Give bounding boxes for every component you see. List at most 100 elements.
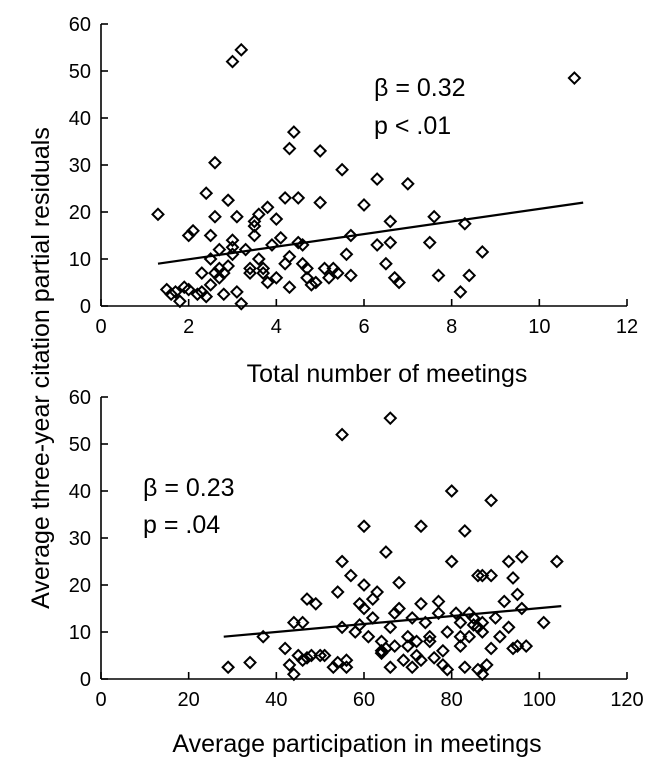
bottom-data-point — [510, 639, 525, 654]
top-data-point — [212, 270, 227, 285]
bottom-data-point — [278, 641, 293, 656]
top-data-point — [457, 216, 472, 231]
bottom-data-point — [431, 606, 446, 621]
top-data-point — [273, 230, 288, 245]
bottom-data-point — [374, 643, 389, 658]
bottom-data-point — [449, 606, 463, 621]
bottom-y-tick-label: 60 — [69, 387, 91, 409]
bottom-data-point — [457, 524, 472, 538]
top-data-point — [221, 193, 236, 208]
top-panel: β = 0.32 p < .01 Total number of meeting… — [69, 14, 638, 388]
top-data-point — [181, 228, 196, 243]
bottom-data-point — [383, 411, 398, 426]
top-data-point — [392, 275, 406, 290]
top-data-point — [313, 143, 328, 158]
top-data-point — [256, 261, 271, 276]
top-data-point — [225, 240, 240, 255]
bottom-data-point — [343, 568, 358, 583]
top-y-tick-label: 40 — [69, 108, 91, 130]
bottom-data-point — [365, 610, 380, 625]
top-data-point — [370, 172, 385, 187]
top-data-point — [225, 54, 240, 69]
top-data-point — [300, 261, 314, 276]
bottom-data-point — [466, 610, 481, 625]
bottom-data-point — [387, 639, 402, 654]
top-data-point — [282, 249, 297, 264]
top-data-point — [190, 287, 205, 302]
top-data-point — [181, 282, 196, 297]
bottom-data-point — [335, 427, 349, 442]
bottom-data-point — [335, 554, 349, 569]
top-data-point — [234, 296, 249, 311]
top-data-point — [291, 190, 306, 205]
bottom-data-point — [383, 620, 398, 635]
top-y-tick-label: 0 — [80, 296, 91, 318]
top-data-point — [475, 245, 490, 259]
bottom-data-point — [326, 660, 341, 675]
top-data-point — [282, 280, 297, 295]
bottom-y-tick-label: 40 — [69, 481, 91, 503]
bottom-data-point — [514, 601, 529, 616]
top-x-tick-label: 4 — [271, 316, 282, 338]
bottom-x-tick-label: 120 — [610, 689, 643, 711]
bottom-data-point — [427, 650, 442, 665]
top-data-point — [168, 284, 183, 299]
top-data-point — [278, 256, 293, 271]
top-x-tick-label: 8 — [446, 316, 457, 338]
top-data-point — [370, 237, 385, 252]
top-data-point — [383, 214, 398, 229]
bottom-data-point — [392, 601, 406, 616]
bottom-data-point — [300, 592, 314, 607]
bottom-data-point — [357, 578, 371, 592]
top-x-tick-label: 0 — [95, 316, 106, 338]
bottom-data-point — [282, 657, 297, 672]
top-data-point — [164, 287, 179, 302]
top-x-axis-title: Total number of meetings — [247, 360, 528, 388]
top-data-point — [286, 125, 301, 140]
bottom-x-tick-label: 60 — [353, 689, 375, 711]
bottom-data-point — [435, 643, 450, 658]
top-data-point — [269, 212, 284, 226]
bottom-x-tick-label: 40 — [265, 689, 287, 711]
top-data-point — [335, 162, 349, 177]
top-data-point — [330, 266, 345, 281]
bottom-beta-annotation: β = 0.23 — [143, 474, 235, 502]
top-data-point — [203, 228, 218, 243]
top-data-point — [186, 223, 200, 238]
bottom-data-point — [313, 648, 328, 663]
top-data-point — [265, 237, 279, 252]
bottom-data-point — [471, 568, 485, 583]
top-data-point — [199, 289, 214, 304]
bottom-data-point — [400, 629, 415, 644]
top-data-point — [203, 277, 218, 292]
top-data-point — [282, 141, 297, 156]
bottom-data-point — [492, 629, 507, 644]
bottom-data-point — [484, 568, 499, 583]
bottom-data-point — [256, 629, 271, 644]
bottom-data-point — [221, 660, 236, 675]
top-data-point — [208, 209, 222, 224]
bottom-x-tick-label: 80 — [441, 689, 463, 711]
bottom-y-tick-label: 0 — [80, 669, 91, 691]
bottom-data-point — [506, 641, 520, 656]
bottom-data-point — [295, 653, 310, 668]
bottom-data-point — [488, 610, 503, 625]
bottom-y-tick-label: 50 — [69, 434, 91, 456]
bottom-x-axis-title: Average participation in meetings — [172, 730, 541, 758]
top-data-point — [304, 277, 319, 292]
bottom-data-point — [475, 625, 490, 639]
top-data-point — [269, 270, 284, 285]
bottom-data-point — [453, 639, 468, 654]
bottom-data-point — [409, 634, 424, 649]
top-data-point — [343, 268, 358, 283]
bottom-data-point — [286, 615, 301, 630]
top-data-point — [278, 190, 293, 205]
bottom-data-point — [396, 653, 411, 668]
top-data-point — [422, 235, 437, 250]
bottom-data-point — [383, 660, 398, 675]
top-x-tick-label: 10 — [528, 316, 550, 338]
top-data-point — [216, 287, 231, 302]
top-data-point — [234, 42, 249, 57]
bottom-data-point — [317, 648, 332, 663]
bottom-panel: β = 0.23 p = .04 Average participation i… — [69, 387, 644, 758]
